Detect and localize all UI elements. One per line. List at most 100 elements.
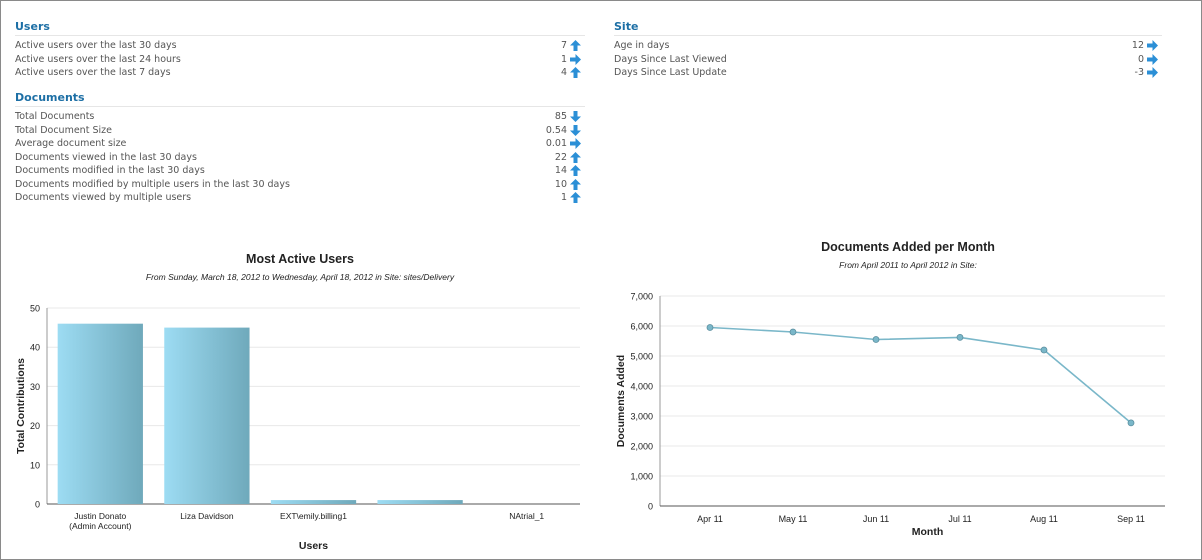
stat-label: Age in days — [614, 40, 670, 51]
stat-row: Total Document Size 0.54 — [15, 124, 585, 138]
x-tick-label: Sep 11 — [1117, 514, 1145, 524]
users-list: Active users over the last 30 days 7 Activ… — [15, 39, 585, 80]
right-arrow-icon — [1147, 40, 1158, 51]
right-arrow-icon — [1147, 67, 1158, 78]
stat-label: Days Since Last Update — [614, 67, 727, 78]
stat-row: Documents modified in the last 30 days 14 — [15, 164, 585, 178]
stat-value: 10 — [554, 178, 567, 190]
data-point — [1040, 346, 1048, 354]
stat-row: Active users over the last 24 hours 1 — [15, 53, 585, 67]
x-tick-label: May 11 — [779, 514, 808, 524]
x-tick-label: Jul 11 — [948, 514, 971, 524]
documents-panel: Documents Total Documents 85 Total Documen… — [15, 91, 585, 205]
chart-subtitle: From Sunday, March 18, 2012 to Wednesday… — [146, 272, 455, 282]
right-arrow-icon — [570, 53, 581, 65]
stat-row: Active users over the last 7 days 4 — [15, 66, 585, 80]
down-arrow-icon — [570, 124, 581, 136]
bar — [57, 323, 143, 504]
y-tick-label: 7,000 — [630, 292, 653, 302]
right-arrow-icon — [570, 138, 581, 149]
stat-row: Documents viewed in the last 30 days 22 — [15, 151, 585, 165]
stat-row: Active users over the last 30 days 7 — [15, 39, 585, 53]
up-arrow-icon — [570, 178, 581, 190]
y-tick-label: 3,000 — [630, 412, 653, 422]
bar — [164, 327, 250, 504]
x-tick-label: EXT\emily.billing1 — [280, 511, 347, 521]
stat-value: 14 — [554, 165, 567, 176]
x-axis-label: Month — [912, 526, 944, 538]
stat-value: 4 — [560, 67, 567, 78]
stat-label: Documents modified by multiple users in … — [15, 178, 290, 190]
up-arrow-icon — [570, 40, 581, 51]
y-tick-label: 50 — [30, 304, 40, 314]
stat-label: Total Document Size — [15, 124, 112, 136]
right-arrow-icon — [1147, 53, 1158, 65]
stat-value: 1 — [560, 53, 567, 65]
y-axis-label: Documents Added — [615, 355, 627, 447]
y-tick-label: 0 — [35, 500, 40, 510]
most-active-users-chart: Most Active Users From Sunday, March 18, … — [15, 252, 580, 552]
stat-value: 0.54 — [545, 124, 567, 136]
stat-label: Active users over the last 30 days — [15, 40, 177, 51]
stat-label: Average document size — [15, 138, 127, 149]
x-tick-label: Aug 11 — [1030, 514, 1058, 524]
documents-added-chart: Documents Added per Month From April 2011… — [615, 240, 1165, 538]
data-point — [872, 336, 880, 343]
stat-row: Days Since Last Viewed 0 — [614, 53, 1162, 67]
data-point — [1127, 419, 1135, 427]
stat-label: Active users over the last 24 hours — [15, 53, 181, 65]
y-tick-label: 4,000 — [630, 382, 653, 392]
series-line — [709, 326, 1132, 424]
y-tick-label: 40 — [30, 343, 40, 353]
x-tick-label: Jun 11 — [863, 514, 889, 524]
y-axis-label: Total Contributions — [15, 358, 27, 454]
y-tick-label: 10 — [30, 460, 40, 470]
y-tick-label: 20 — [30, 421, 40, 431]
stat-row: Documents modified by multiple users in … — [15, 178, 585, 192]
stat-row: Age in days 12 — [614, 39, 1162, 53]
stat-row: Days Since Last Update -3 — [614, 66, 1162, 80]
y-tick-label: 6,000 — [630, 322, 653, 332]
down-arrow-icon — [570, 111, 581, 122]
x-tick-label: Apr 11 — [697, 514, 723, 524]
users-panel: Users Active users over the last 30 days… — [15, 20, 585, 80]
stat-row: Average document size 0.01 — [15, 137, 585, 151]
stat-label: Documents viewed by multiple users — [15, 192, 192, 203]
x-tick-label: (Admin Account) — [69, 521, 132, 531]
y-tick-label: 0 — [648, 502, 653, 512]
stat-value: 22 — [554, 151, 567, 163]
stat-value: 85 — [554, 111, 567, 122]
chart-title: Most Active Users — [246, 252, 354, 266]
stat-row: Documents viewed by multiple users 1 — [15, 191, 585, 205]
y-tick-label: 2,000 — [630, 442, 653, 452]
y-tick-label: 30 — [30, 382, 40, 392]
up-arrow-icon — [570, 165, 581, 176]
stat-value: 12 — [1131, 40, 1144, 51]
data-point — [956, 334, 964, 341]
data-point — [789, 328, 797, 336]
stat-row: Total Documents 85 — [15, 110, 585, 124]
documents-list: Total Documents 85 Total Document Size 0.54… — [15, 110, 585, 205]
documents-section-title: Documents — [15, 91, 585, 107]
x-tick-label: NAtrial_1 — [509, 511, 544, 521]
stat-value: 0 — [1137, 53, 1144, 65]
bar — [377, 500, 463, 504]
x-tick-label: Liza Davidson — [180, 511, 234, 521]
y-tick-label: 5,000 — [630, 352, 653, 362]
up-arrow-icon — [570, 151, 581, 163]
up-arrow-icon — [570, 67, 581, 78]
data-point — [706, 324, 714, 331]
stat-label: Total Documents — [15, 111, 95, 122]
x-axis-label: Users — [299, 540, 328, 552]
x-tick-label: Justin Donato — [74, 511, 126, 521]
users-section-title: Users — [15, 20, 585, 36]
stat-value: 7 — [560, 40, 567, 51]
up-arrow-icon — [570, 192, 581, 203]
stat-label: Documents viewed in the last 30 days — [15, 151, 197, 163]
site-list: Age in days 12 Days Since Last Viewed 0 Days… — [614, 39, 1162, 80]
stat-label: Active users over the last 7 days — [15, 67, 171, 78]
stat-value: 1 — [560, 192, 567, 203]
stat-label: Days Since Last Viewed — [614, 53, 727, 65]
y-tick-label: 1,000 — [630, 472, 653, 482]
stat-value: -3 — [1134, 67, 1144, 78]
